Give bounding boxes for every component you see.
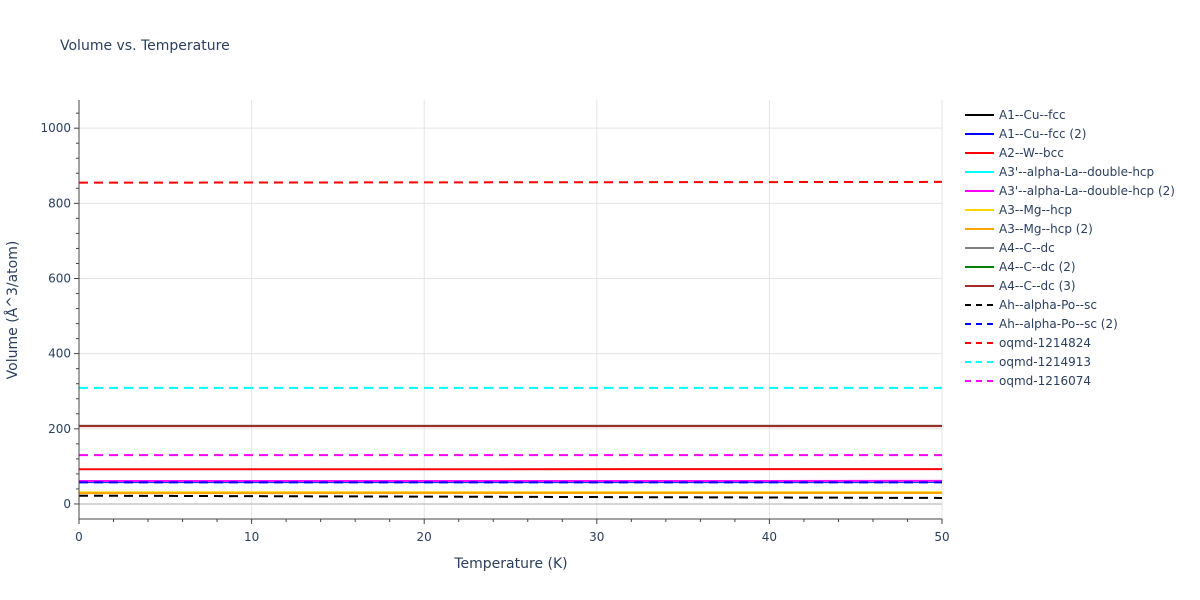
- legend-label: A4--C--dc: [999, 241, 1055, 255]
- legend-label: A4--C--dc (3): [999, 279, 1076, 293]
- legend-label: A3--Mg--hcp (2): [999, 222, 1093, 236]
- y-tick-label: 800: [48, 196, 71, 210]
- y-tick-label: 200: [48, 422, 71, 436]
- x-tick-label: 10: [244, 530, 259, 544]
- x-tick-label: 20: [417, 530, 432, 544]
- legend-item[interactable]: A4--C--dc: [965, 241, 1055, 255]
- legend-label: A1--Cu--fcc (2): [999, 127, 1086, 141]
- legend-item[interactable]: oqmd-1214824: [965, 336, 1091, 350]
- y-tick-label: 400: [48, 347, 71, 361]
- legend-label: oqmd-1214913: [999, 355, 1091, 369]
- legend-item[interactable]: A3'--alpha-La--double-hcp: [965, 165, 1154, 179]
- y-axis-label: Volume (Å^3/atom): [4, 241, 21, 380]
- legend-item[interactable]: Ah--alpha-Po--sc: [965, 298, 1097, 312]
- legend-item[interactable]: A4--C--dc (3): [965, 279, 1076, 293]
- legend-label: Ah--alpha-Po--sc: [999, 298, 1097, 312]
- legend-label: A1--Cu--fcc: [999, 108, 1066, 122]
- legend-item[interactable]: A3--Mg--hcp (2): [965, 222, 1093, 236]
- series-line[interactable]: oqmd-1214824: [78, 180, 943, 184]
- legend-label: oqmd-1216074: [999, 374, 1091, 388]
- y-tick-label: 0: [63, 497, 71, 511]
- y-tick-label: 600: [48, 271, 71, 285]
- grid-layer: [79, 100, 943, 519]
- legend-item[interactable]: oqmd-1214913: [965, 355, 1091, 369]
- legend-item[interactable]: A1--Cu--fcc (2): [965, 127, 1086, 141]
- y-tick-label: 1000: [40, 121, 71, 135]
- x-tick-label: 40: [762, 530, 777, 544]
- legend-item[interactable]: A3'--alpha-La--double-hcp (2): [965, 184, 1175, 198]
- series-line[interactable]: Ah--alpha-Po--sc: [78, 494, 943, 499]
- legend-label: A2--W--bcc: [999, 146, 1064, 160]
- legend-item[interactable]: A2--W--bcc: [965, 146, 1064, 160]
- legend-item[interactable]: Ah--alpha-Po--sc (2): [965, 317, 1118, 331]
- x-axis-label: Temperature (K): [453, 556, 567, 572]
- legend-label: Ah--alpha-Po--sc (2): [999, 317, 1118, 331]
- legend-item[interactable]: A3--Mg--hcp: [965, 203, 1072, 217]
- legend-label: A3'--alpha-La--double-hcp: [999, 165, 1154, 179]
- legend-item[interactable]: oqmd-1216074: [965, 374, 1091, 388]
- legend-label: A3--Mg--hcp: [999, 203, 1072, 217]
- legend-label: A4--C--dc (2): [999, 260, 1076, 274]
- legend-item[interactable]: A1--Cu--fcc: [965, 108, 1066, 122]
- x-tick-label: 30: [589, 530, 604, 544]
- x-tick-label: 0: [75, 530, 83, 544]
- axis-layer: 0 10 20 30 40 50 0 200 400 600 800 1000: [40, 100, 950, 544]
- legend[interactable]: A1--Cu--fcc A1--Cu--fcc (2) A2--W--bcc A3'-…: [965, 108, 1175, 388]
- chart-title: Volume vs. Temperature: [60, 38, 230, 54]
- x-tick-label: 50: [934, 530, 949, 544]
- legend-item[interactable]: A4--C--dc (2): [965, 260, 1076, 274]
- legend-label: A3'--alpha-La--double-hcp (2): [999, 184, 1175, 198]
- legend-label: oqmd-1214824: [999, 336, 1091, 350]
